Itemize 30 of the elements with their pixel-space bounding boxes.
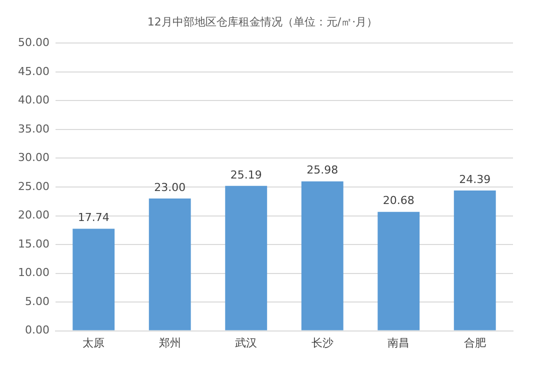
- data-label: 23.00: [154, 180, 186, 194]
- chart-title: 12月中部地区仓库租金情况（单位：元/㎡·月）: [147, 15, 378, 28]
- bar: [72, 228, 115, 330]
- y-tick-label: 25.00: [18, 180, 50, 193]
- y-tick-label: 45.00: [18, 64, 50, 78]
- x-tick-label: 南昌: [388, 336, 410, 350]
- bar: [225, 186, 268, 330]
- data-label: 17.74: [78, 211, 110, 224]
- y-tick-label: 50.00: [18, 36, 50, 50]
- bar: [148, 198, 191, 330]
- data-label: 25.19: [230, 168, 262, 182]
- x-tick-label: 武汉: [235, 336, 258, 350]
- x-tick-label: 郑州: [158, 336, 181, 350]
- y-tick-label: 5.00: [24, 294, 50, 308]
- x-tick-label: 合肥: [464, 336, 486, 350]
- bar: [454, 190, 496, 330]
- y-tick-label: 30.00: [18, 151, 50, 164]
- x-tick-label: 长沙: [311, 336, 334, 350]
- y-tick-label: 10.00: [18, 266, 50, 280]
- bar: [378, 212, 420, 330]
- data-label: 25.98: [306, 164, 338, 177]
- y-tick-label: 0.00: [24, 324, 50, 337]
- data-label: 20.68: [382, 194, 414, 208]
- x-tick-label: 太原: [82, 336, 105, 350]
- data-label: 24.39: [459, 172, 491, 186]
- bar: [301, 181, 344, 330]
- y-tick-label: 15.00: [18, 237, 50, 250]
- y-tick-label: 40.00: [18, 94, 50, 107]
- y-tick-label: 20.00: [18, 208, 50, 222]
- y-tick-label: 35.00: [18, 122, 50, 136]
